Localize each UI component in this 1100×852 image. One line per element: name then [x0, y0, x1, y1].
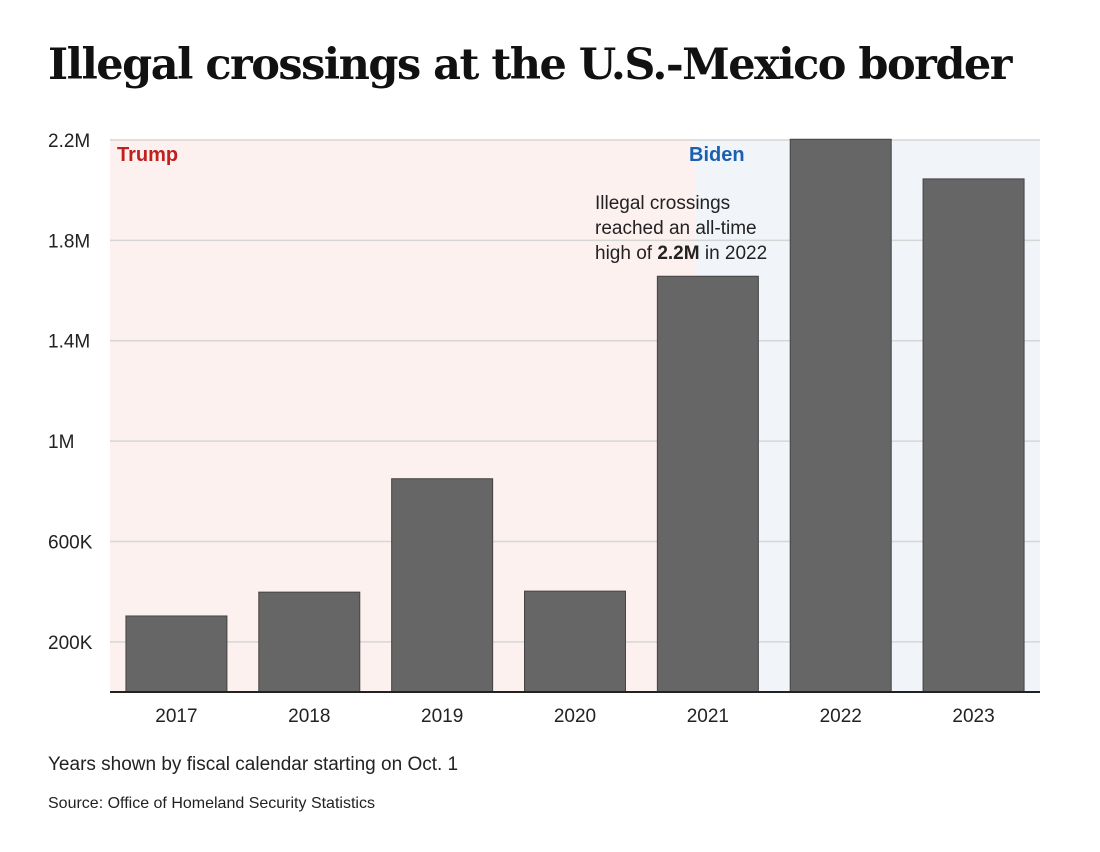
x-tick-label: 2017: [155, 706, 197, 727]
y-tick-label: 200K: [48, 633, 93, 654]
y-tick-label: 1.8M: [48, 231, 90, 252]
x-tick-label: 2020: [554, 706, 596, 727]
x-tick-label: 2018: [288, 706, 330, 727]
annotation-text: in 2022: [700, 243, 768, 264]
y-tick-label: 600K: [48, 532, 93, 553]
bar-2023: [922, 178, 1025, 693]
annotation-highlight: 2.2M: [657, 243, 699, 264]
bar-2022: [789, 138, 892, 693]
bar-2021: [656, 275, 759, 693]
annotation-line: high of 2.2M in 2022: [595, 243, 767, 264]
bar-2017: [125, 615, 228, 693]
x-tick-label: 2019: [421, 706, 463, 727]
chart-title: Illegal crossings at the U.S.-Mexico bor…: [48, 40, 1012, 90]
fiscal-note: Years shown by fiscal calendar starting …: [48, 754, 459, 775]
bar-2019: [391, 478, 494, 693]
trump-label: Trump: [117, 144, 178, 166]
source-note: Source: Office of Homeland Security Stat…: [48, 795, 375, 812]
annotation-text: high of: [595, 243, 657, 264]
y-tick-label: 2.2M: [48, 131, 90, 152]
bar-2020: [524, 590, 626, 693]
y-tick-label: 1.4M: [48, 332, 90, 353]
bar-chart: 200K 600K 1M 1.4M 1.8M 2.2M 2017 2018 2019 2020 20…: [48, 131, 1040, 727]
annotation-line: reached an all-time: [595, 218, 757, 239]
bar-2018: [258, 591, 361, 693]
annotation-line: Illegal crossings: [595, 193, 730, 214]
x-tick-label: 2021: [687, 706, 729, 727]
x-tick-label: 2023: [952, 706, 994, 727]
x-tick-label: 2022: [820, 706, 862, 727]
y-tick-label: 1M: [48, 432, 74, 453]
biden-label: Biden: [689, 144, 745, 166]
